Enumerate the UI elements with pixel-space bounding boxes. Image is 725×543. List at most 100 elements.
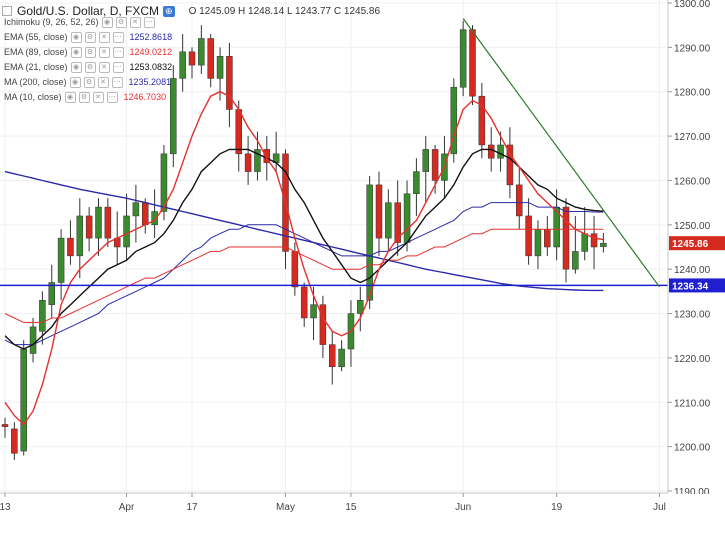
collapse-toggle-icon[interactable]	[2, 6, 12, 16]
compare-icon[interactable]: ⊕	[163, 5, 175, 17]
candle-body[interactable]	[431, 149, 439, 181]
candle-body[interactable]	[581, 233, 588, 252]
settings-icon[interactable]: ⚙	[78, 91, 90, 103]
candle-body[interactable]	[329, 344, 336, 368]
more-icon[interactable]: ⋯	[111, 76, 123, 88]
eye-icon[interactable]: ◉	[70, 31, 82, 43]
indicator-row[interactable]: EMA (55, close) ◉ ⚙ ✕ ⋯ 1252.8618	[4, 30, 172, 44]
candle-body[interactable]	[516, 184, 523, 217]
eye-icon[interactable]: ◉	[70, 61, 82, 73]
remove-icon[interactable]: ✕	[129, 16, 141, 28]
candle-body[interactable]	[600, 242, 607, 247]
candle-body[interactable]	[11, 428, 18, 454]
candle-body[interactable]	[29, 326, 37, 354]
remove-icon[interactable]: ✕	[98, 31, 110, 43]
ema55-line	[4, 202, 604, 346]
candle-body[interactable]	[67, 237, 74, 257]
candle-body[interactable]	[188, 51, 196, 66]
candle-body[interactable]	[357, 299, 364, 314]
candle-body[interactable]	[375, 184, 383, 239]
candle-body[interactable]	[469, 29, 476, 97]
candle-body[interactable]	[366, 184, 373, 301]
settings-icon[interactable]: ⚙	[115, 16, 127, 28]
candle-body[interactable]	[39, 299, 46, 332]
candle-body[interactable]	[226, 55, 233, 110]
candle-body[interactable]	[413, 171, 420, 195]
ma200-line	[4, 170, 604, 292]
settings-icon[interactable]: ⚙	[84, 61, 96, 73]
price-tick-label: 1210.00	[674, 398, 711, 409]
remove-icon[interactable]: ✕	[97, 76, 109, 88]
indicator-row[interactable]: Ichimoku (9, 26, 52, 26) ◉ ⚙ ✕ ⋯	[4, 15, 155, 29]
more-icon[interactable]: ⋯	[112, 61, 124, 73]
candle-body[interactable]	[590, 233, 598, 248]
more-icon[interactable]: ⋯	[112, 31, 124, 43]
candle-body[interactable]	[525, 215, 532, 257]
settings-icon[interactable]: ⚙	[84, 46, 96, 58]
settings-icon[interactable]: ⚙	[84, 31, 96, 43]
candle-body[interactable]	[85, 215, 93, 239]
more-icon[interactable]: ⋯	[143, 16, 155, 28]
candle-body[interactable]	[104, 206, 112, 239]
candle-body[interactable]	[48, 282, 55, 305]
candle-body[interactable]	[1, 424, 9, 427]
remove-icon[interactable]: ✕	[92, 91, 104, 103]
candle-body[interactable]	[20, 348, 27, 452]
candle-body[interactable]	[76, 215, 84, 257]
candle-body[interactable]	[179, 51, 186, 79]
eye-icon[interactable]: ◉	[69, 76, 81, 88]
candle-body[interactable]	[497, 144, 504, 159]
candle-body[interactable]	[300, 286, 308, 319]
indicator-label: Ichimoku (9, 26, 52, 26)	[4, 17, 99, 27]
indicator-row[interactable]: EMA (21, close) ◉ ⚙ ✕ ⋯ 1253.0832	[4, 60, 172, 74]
indicator-row[interactable]: MA (200, close) ◉ ⚙ ✕ ⋯ 1235.2081	[4, 75, 171, 89]
candle-body[interactable]	[310, 304, 317, 319]
candle-body[interactable]	[422, 149, 429, 172]
candle-body[interactable]	[132, 202, 140, 217]
candle-body[interactable]	[170, 78, 177, 155]
candle-body[interactable]	[57, 237, 65, 283]
remove-icon[interactable]: ✕	[98, 61, 110, 73]
candle-body[interactable]	[544, 229, 551, 248]
candle-body[interactable]	[394, 202, 401, 243]
trend-line[interactable]	[462, 18, 660, 288]
candle-body[interactable]	[338, 348, 345, 368]
candle-body[interactable]	[142, 202, 149, 226]
candle-body[interactable]	[123, 215, 130, 248]
candle-body[interactable]	[95, 206, 102, 239]
candle-body[interactable]	[254, 149, 261, 172]
eye-icon[interactable]: ◉	[70, 46, 82, 58]
candle-body[interactable]	[450, 87, 458, 155]
candle-body[interactable]	[534, 229, 542, 257]
candle-body[interactable]	[207, 38, 214, 79]
candle-body[interactable]	[151, 211, 158, 226]
candle-body[interactable]	[198, 38, 205, 66]
remove-icon[interactable]: ✕	[98, 46, 110, 58]
price-tick-label: 1300.00	[674, 0, 711, 10]
candle-body[interactable]	[506, 144, 514, 186]
candle-body[interactable]	[235, 109, 242, 155]
more-icon[interactable]: ⋯	[112, 46, 124, 58]
symbol-title[interactable]: Gold/U.S. Dollar, D, FXCM	[17, 4, 160, 18]
candle-body[interactable]	[385, 202, 392, 239]
candle-body[interactable]	[459, 29, 467, 88]
candle-body[interactable]	[562, 206, 570, 270]
candle-body[interactable]	[291, 251, 299, 288]
eye-icon[interactable]: ◉	[64, 91, 76, 103]
candle-body[interactable]	[487, 144, 495, 159]
candle-body[interactable]	[572, 251, 579, 270]
settings-icon[interactable]: ⚙	[83, 76, 95, 88]
candle-body[interactable]	[216, 55, 224, 79]
more-icon[interactable]: ⋯	[106, 91, 118, 103]
candle-body[interactable]	[160, 153, 168, 212]
candle-body[interactable]	[319, 304, 327, 345]
candle-body[interactable]	[478, 95, 486, 146]
candle-body[interactable]	[403, 193, 411, 243]
indicator-row[interactable]: EMA (89, close) ◉ ⚙ ✕ ⋯ 1249.0212	[4, 45, 172, 59]
eye-icon[interactable]: ◉	[101, 16, 113, 28]
candle-body[interactable]	[244, 153, 252, 172]
time-tick-label: May	[276, 502, 295, 513]
candle-body[interactable]	[263, 149, 271, 163]
indicator-row[interactable]: MA (10, close) ◉ ⚙ ✕ ⋯ 1246.7030	[4, 90, 166, 104]
